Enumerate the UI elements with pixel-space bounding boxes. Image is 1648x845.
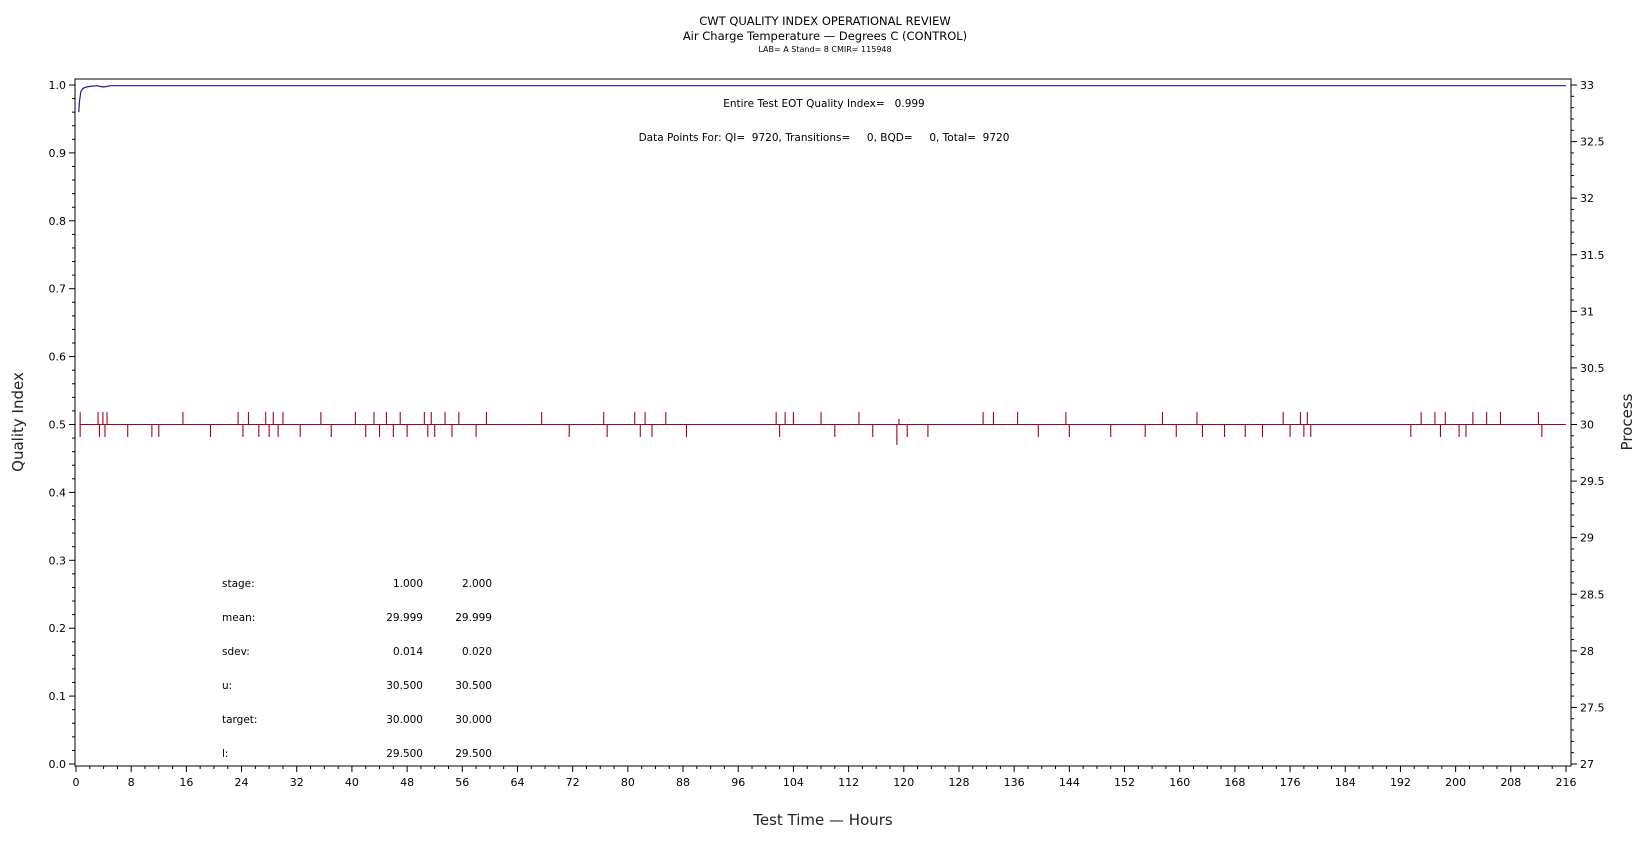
y-tick-label-right: 30.5 [1580,362,1605,375]
x-tick-label: 168 [1224,776,1245,789]
x-tick-label: 184 [1335,776,1356,789]
x-tick-label: 200 [1445,776,1466,789]
x-tick-label: 104 [783,776,804,789]
x-tick-label: 16 [179,776,193,789]
stats-row-value-stage1: 1.000 [393,578,423,590]
stats-row-label: mean: [222,612,255,624]
y-tick-label-right: 32.5 [1580,136,1605,149]
y-tick-label-right: 28 [1580,645,1594,658]
y-tick-label-right: 27 [1580,758,1594,771]
y-tick-label-right: 28.5 [1580,588,1605,601]
x-tick-label: 112 [838,776,859,789]
y-tick-label-right: 33 [1580,79,1594,92]
x-tick-label: 192 [1390,776,1411,789]
y-tick-label-right: 31.5 [1580,249,1605,262]
x-tick-label: 72 [566,776,580,789]
y-tick-label-right: 27.5 [1580,701,1605,714]
x-tick-label: 216 [1556,776,1577,789]
x-tick-label: 176 [1280,776,1301,789]
y-tick-label-left: 0.8 [49,215,67,228]
stats-row-label: l: [222,748,228,760]
x-tick-label: 120 [893,776,914,789]
y-axis-label-right: Process [1618,393,1636,450]
stats-table: stage: 1.000 2.000 mean: 29.999 29.999 sdev: 0.… [222,578,492,760]
y-tick-label-right: 29 [1580,532,1594,545]
stats-row-label: sdev: [222,646,250,658]
stats-row-label: stage: [222,578,255,590]
stats-row-value-stage1: 0.014 [393,646,423,658]
y-tick-label-left: 0.6 [49,351,67,364]
stats-row-value-stage2: 30.500 [455,680,492,692]
plot-frame [74,78,1572,767]
y-tick-label-right: 29.5 [1580,475,1605,488]
x-tick-label: 96 [731,776,745,789]
x-axis-label: Test Time — Hours [752,811,893,829]
eot-quality-annotation: Entire Test EOT Quality Index= 0.999 [723,98,925,110]
y-tick-label-left: 0.7 [49,283,67,296]
right-axis: 27 27.5 28 28.5 29 29.5 30 30.5 31 31.5 32 32.5 33 [1571,79,1605,771]
stats-row-label: target: [222,714,257,726]
x-axis: 0 8 16 24 32 40 48 56 64 72 80 88 96 104 112 120 128 136 1… [73,766,1577,789]
x-tick-label: 152 [1114,776,1135,789]
x-tick-label: 56 [455,776,469,789]
stats-row-value-stage1: 30.500 [386,680,423,692]
x-tick-label: 144 [1059,776,1080,789]
y-tick-label-right: 30 [1580,419,1594,432]
y-tick-label-left: 0.9 [49,147,67,160]
stats-row-value-stage1: 29.999 [386,612,423,624]
y-tick-label-right: 31 [1580,305,1594,318]
stats-row-value-stage2: 0.020 [462,646,492,658]
data-points-annotation: Data Points For: QI= 9720, Transitions= … [639,132,1010,144]
stats-row-value-stage2: 29.500 [455,748,492,760]
x-tick-label: 64 [510,776,524,789]
x-tick-label: 0 [73,776,80,789]
stats-row-value-stage1: 30.000 [386,714,423,726]
chart-info-line: LAB= A Stand= 8 CMIR= 115948 [758,45,891,54]
y-axis-label-left: Quality Index [9,372,27,472]
y-tick-label-left: 0.3 [49,554,67,567]
x-tick-label: 80 [621,776,635,789]
x-tick-label: 32 [290,776,304,789]
x-tick-label: 88 [676,776,690,789]
x-tick-label: 8 [128,776,135,789]
x-tick-label: 48 [400,776,414,789]
series-quality-index-line [78,85,1566,113]
chart-subtitle: Air Charge Temperature — Degrees C (CONT… [683,29,967,43]
x-tick-label: 128 [948,776,969,789]
y-tick-label-right: 32 [1580,192,1594,205]
stats-row-value-stage2: 29.999 [455,612,492,624]
y-tick-label-left: 0.5 [49,419,67,432]
x-tick-label: 40 [345,776,359,789]
y-tick-label-left: 1.0 [49,79,67,92]
y-tick-label-left: 0.0 [49,758,67,771]
y-tick-label-left: 0.4 [49,486,67,499]
chart-title: CWT QUALITY INDEX OPERATIONAL REVIEW [699,14,950,28]
x-tick-label: 208 [1500,776,1521,789]
x-tick-label: 24 [235,776,249,789]
x-tick-label: 136 [1004,776,1025,789]
series-layer [78,85,1566,445]
left-axis: 0.0 0.1 0.2 0.3 0.4 0.5 0.6 0.7 0.8 0.9 1.0 [49,79,75,771]
stats-row-label: u: [222,680,232,692]
x-tick-label: 160 [1169,776,1190,789]
y-tick-label-left: 0.2 [49,622,67,635]
stats-row-value-stage2: 2.000 [462,578,492,590]
y-tick-label-left: 0.1 [49,690,67,703]
stats-row-value-stage2: 30.000 [455,714,492,726]
stats-row-value-stage1: 29.500 [386,748,423,760]
